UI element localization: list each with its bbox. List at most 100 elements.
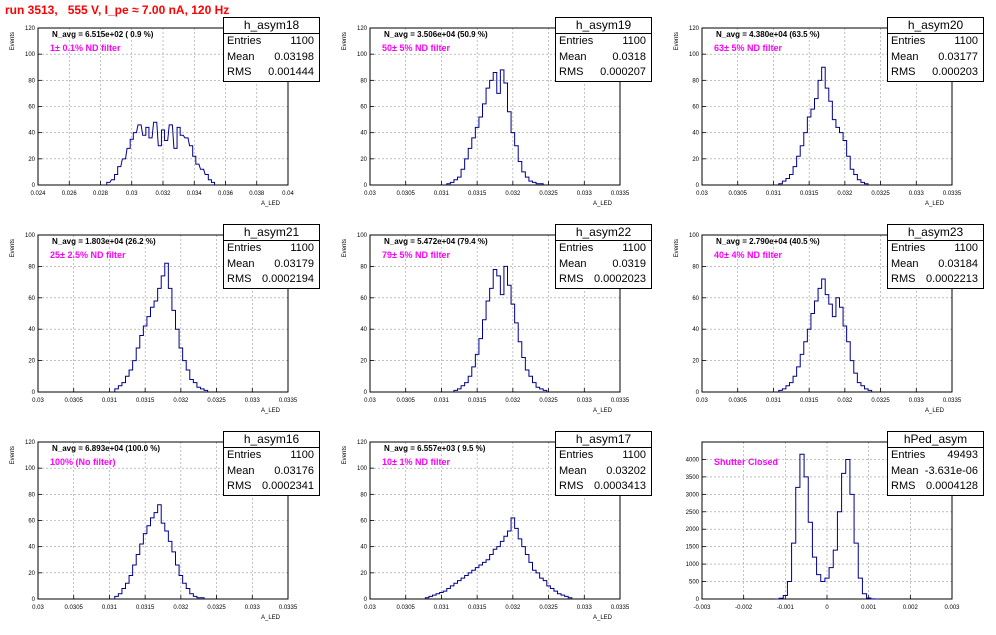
histogram-bin bbox=[461, 169, 465, 185]
histogram-bin bbox=[154, 513, 158, 599]
x-tick-label: 0.026 bbox=[62, 191, 78, 197]
histogram-bin bbox=[504, 536, 508, 599]
histogram-bin bbox=[540, 184, 544, 185]
histogram-bin bbox=[825, 295, 829, 392]
histogram-bin bbox=[196, 164, 199, 185]
histogram-bin bbox=[840, 307, 844, 392]
n-avg-label: N_avg = 2.790e+04 (40.5 %) bbox=[716, 237, 820, 246]
histogram-bin bbox=[497, 276, 501, 392]
histogram-bin bbox=[793, 167, 797, 185]
histogram-bin bbox=[518, 161, 522, 185]
histogram-bin bbox=[518, 539, 522, 599]
histogram-bin bbox=[511, 133, 515, 185]
histogram-bin bbox=[118, 594, 122, 599]
y-tick-label: 0 bbox=[32, 390, 36, 396]
x-tick-label: 0.033 bbox=[577, 191, 593, 197]
filter-label: 25± 2.5% ND filter bbox=[50, 250, 125, 260]
y-tick-label: 0 bbox=[364, 183, 368, 189]
x-tick-label: 0.0335 bbox=[611, 605, 630, 611]
y-tick-label: 40 bbox=[360, 131, 367, 137]
histogram-bin bbox=[536, 184, 540, 185]
histogram-bin bbox=[829, 568, 833, 599]
y-tick-label: 100 bbox=[357, 466, 368, 472]
y-tick-label: 40 bbox=[28, 131, 35, 137]
histogram-bin bbox=[504, 83, 508, 185]
histogram-bin bbox=[429, 596, 433, 599]
x-tick-label: 0.03 bbox=[364, 605, 376, 611]
histogram-bin bbox=[515, 323, 519, 392]
stats-value-entries: 1100 bbox=[622, 34, 646, 50]
x-tick-label: 0.032 bbox=[505, 605, 521, 611]
histogram-bin bbox=[497, 93, 501, 185]
x-tick-label: 0.0325 bbox=[871, 398, 890, 404]
stats-value-rms: 0.000203 bbox=[932, 65, 978, 81]
stats-key-entries: Entries bbox=[227, 448, 261, 464]
histogram-bin bbox=[440, 592, 444, 599]
x-tick-label: 0.034 bbox=[187, 191, 203, 197]
y-tick-label: 40 bbox=[360, 327, 367, 333]
histogram-bin bbox=[486, 301, 490, 392]
histogram-bin bbox=[122, 383, 126, 392]
histogram-bin bbox=[122, 589, 126, 599]
histogram-bin bbox=[817, 575, 821, 599]
histogram-bin bbox=[525, 555, 529, 599]
histogram-bin bbox=[832, 120, 836, 185]
histogram-bin bbox=[436, 594, 440, 599]
histogram-bin bbox=[443, 591, 447, 599]
histogram-bin bbox=[792, 543, 796, 599]
x-tick-label: 0.0315 bbox=[136, 605, 155, 611]
x-tick-label: 0.03 bbox=[32, 398, 44, 404]
x-tick-label: 0.032 bbox=[837, 398, 853, 404]
histogram-bin bbox=[858, 578, 862, 599]
stats-key-mean: Mean bbox=[227, 257, 255, 273]
y-axis-label: Events bbox=[10, 239, 16, 257]
histogram-bin bbox=[180, 135, 183, 185]
histogram-bin bbox=[168, 541, 172, 599]
histogram-bin bbox=[511, 518, 515, 599]
stats-key-rms: RMS bbox=[559, 272, 583, 288]
histogram-bin bbox=[158, 505, 162, 599]
histogram-bin bbox=[843, 326, 847, 392]
histogram-bin bbox=[186, 370, 190, 392]
y-tick-label: 60 bbox=[360, 519, 367, 525]
histogram-bin bbox=[197, 387, 201, 392]
stats-key-mean: Mean bbox=[227, 50, 255, 66]
y-tick-label: 120 bbox=[25, 440, 36, 446]
y-tick-label: 2500 bbox=[686, 510, 700, 516]
y-tick-label: 20 bbox=[28, 359, 35, 365]
histogram-bin bbox=[158, 288, 162, 392]
histogram-bin bbox=[554, 591, 558, 599]
histogram-bin bbox=[833, 550, 837, 599]
histogram-bin bbox=[861, 182, 865, 185]
histogram-bin bbox=[822, 279, 826, 392]
stats-key-rms: RMS bbox=[559, 479, 583, 495]
x-tick-label: 0.031 bbox=[766, 191, 782, 197]
stats-key-entries: Entries bbox=[559, 241, 593, 257]
histogram-bin bbox=[161, 523, 165, 599]
y-tick-label: 60 bbox=[360, 296, 367, 302]
x-tick-label: 0.033 bbox=[909, 398, 925, 404]
histogram-bin bbox=[129, 370, 133, 392]
y-axis-label: Events bbox=[10, 446, 16, 464]
x-tick-label: 0.032 bbox=[173, 605, 189, 611]
y-tick-label: 80 bbox=[28, 492, 35, 498]
stats-value-mean: 0.0319 bbox=[612, 257, 646, 273]
histogram-bin bbox=[454, 583, 458, 599]
histogram-bin bbox=[151, 307, 155, 392]
filter-label: 79± 5% ND filter bbox=[382, 250, 450, 260]
x-tick-label: 0.0305 bbox=[397, 605, 416, 611]
x-tick-label: 0.0335 bbox=[611, 398, 630, 404]
x-tick-label: 0.033 bbox=[577, 605, 593, 611]
stats-key-entries: Entries bbox=[891, 448, 925, 464]
histogram-bin bbox=[490, 555, 494, 599]
filter-label: 40± 4% ND filter bbox=[714, 250, 782, 260]
histogram-bin bbox=[154, 122, 157, 185]
stats-value-entries: 1100 bbox=[622, 448, 646, 464]
histogram-bin bbox=[787, 582, 791, 599]
